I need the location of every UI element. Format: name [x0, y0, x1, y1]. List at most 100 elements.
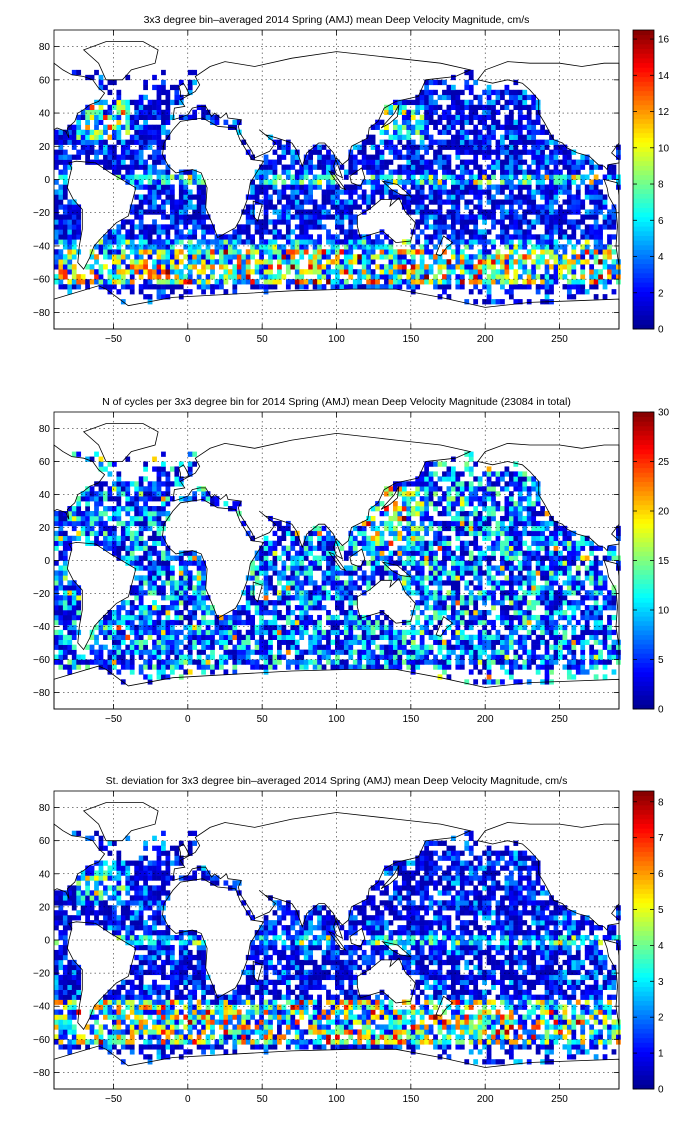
colorbar-segment	[633, 123, 654, 129]
data-cell	[174, 595, 180, 601]
data-cell	[174, 610, 180, 616]
colorbar-segment	[633, 216, 654, 222]
data-cell	[312, 214, 318, 220]
data-cell	[285, 149, 291, 155]
data-cell	[393, 515, 398, 522]
data-cell	[259, 249, 264, 255]
data-cell	[156, 520, 162, 527]
data-cell	[384, 274, 389, 280]
data-cell	[549, 174, 554, 180]
data-cell	[348, 164, 354, 170]
data-cell	[312, 209, 318, 215]
data-cell	[477, 119, 483, 125]
data-cell	[58, 649, 64, 655]
data-cell	[116, 654, 122, 660]
data-cell	[125, 154, 131, 160]
data-cell	[272, 530, 278, 537]
data-cell	[442, 114, 447, 120]
data-cell	[62, 224, 68, 230]
data-cell	[120, 530, 126, 537]
data-cell	[406, 619, 412, 626]
data-cell	[120, 274, 126, 280]
data-cell	[335, 234, 340, 240]
data-cell	[98, 501, 104, 507]
data-cell	[406, 274, 412, 280]
data-cell	[156, 506, 162, 512]
data-cell	[549, 249, 554, 255]
data-cell	[54, 189, 59, 195]
data-cell	[517, 199, 523, 205]
data-cell	[143, 114, 148, 120]
data-cell	[196, 254, 202, 260]
data-cell	[397, 259, 403, 265]
data-cell	[71, 580, 77, 586]
data-cell	[428, 249, 434, 255]
data-cell	[165, 214, 171, 220]
data-cell	[602, 194, 608, 200]
data-cell	[294, 189, 300, 195]
data-cell	[397, 269, 403, 275]
data-cell	[138, 535, 144, 541]
data-cell	[94, 154, 99, 160]
data-cell	[575, 204, 581, 210]
data-cell	[192, 224, 198, 230]
data-cell	[352, 154, 358, 160]
data-cell	[410, 289, 416, 295]
data-cell	[415, 649, 421, 655]
data-cell	[477, 179, 483, 185]
data-cell	[393, 486, 398, 492]
data-cell	[335, 605, 340, 611]
data-cell	[450, 224, 456, 230]
colorbar-segment	[633, 44, 654, 50]
data-cell	[290, 595, 296, 601]
data-cell	[558, 219, 563, 225]
data-cell	[129, 540, 135, 546]
data-cell	[210, 114, 215, 120]
data-cell	[192, 461, 198, 467]
data-cell	[165, 619, 171, 626]
data-cell	[156, 159, 162, 165]
data-cell	[111, 619, 117, 626]
data-cell	[129, 179, 135, 185]
data-cell	[464, 134, 470, 140]
data-cell	[205, 634, 211, 640]
data-cell	[156, 129, 162, 135]
data-cell	[415, 619, 421, 626]
data-cell	[254, 575, 260, 581]
data-cell	[419, 104, 425, 111]
data-cell	[62, 164, 68, 170]
data-cell	[312, 624, 318, 631]
data-cell	[397, 134, 403, 140]
data-cell	[566, 284, 572, 290]
data-cell	[125, 511, 131, 517]
colorbar-segment	[633, 170, 654, 176]
data-cell	[76, 535, 82, 541]
data-cell	[611, 169, 617, 175]
data-cell	[508, 184, 514, 190]
data-cell	[553, 149, 559, 155]
data-cell	[580, 174, 586, 180]
data-cell	[223, 649, 229, 655]
data-cell	[285, 284, 291, 290]
data-cell	[388, 269, 394, 275]
data-cell	[535, 184, 541, 190]
data-cell	[535, 164, 541, 170]
data-cell	[116, 234, 122, 240]
data-cell	[384, 555, 389, 561]
data-cell	[138, 239, 144, 245]
data-cell	[397, 664, 403, 670]
data-cell	[317, 184, 322, 190]
data-cell	[375, 174, 380, 180]
data-cell	[178, 461, 184, 467]
data-cell	[486, 209, 492, 215]
data-cell	[107, 79, 113, 86]
data-cell	[406, 139, 412, 145]
data-cell	[62, 540, 68, 546]
data-cell	[424, 134, 429, 140]
data-cell	[464, 99, 470, 106]
data-cell	[544, 159, 550, 165]
data-cell	[477, 134, 483, 140]
data-cell	[339, 659, 345, 665]
data-cell	[482, 209, 487, 215]
data-cell	[277, 570, 282, 576]
